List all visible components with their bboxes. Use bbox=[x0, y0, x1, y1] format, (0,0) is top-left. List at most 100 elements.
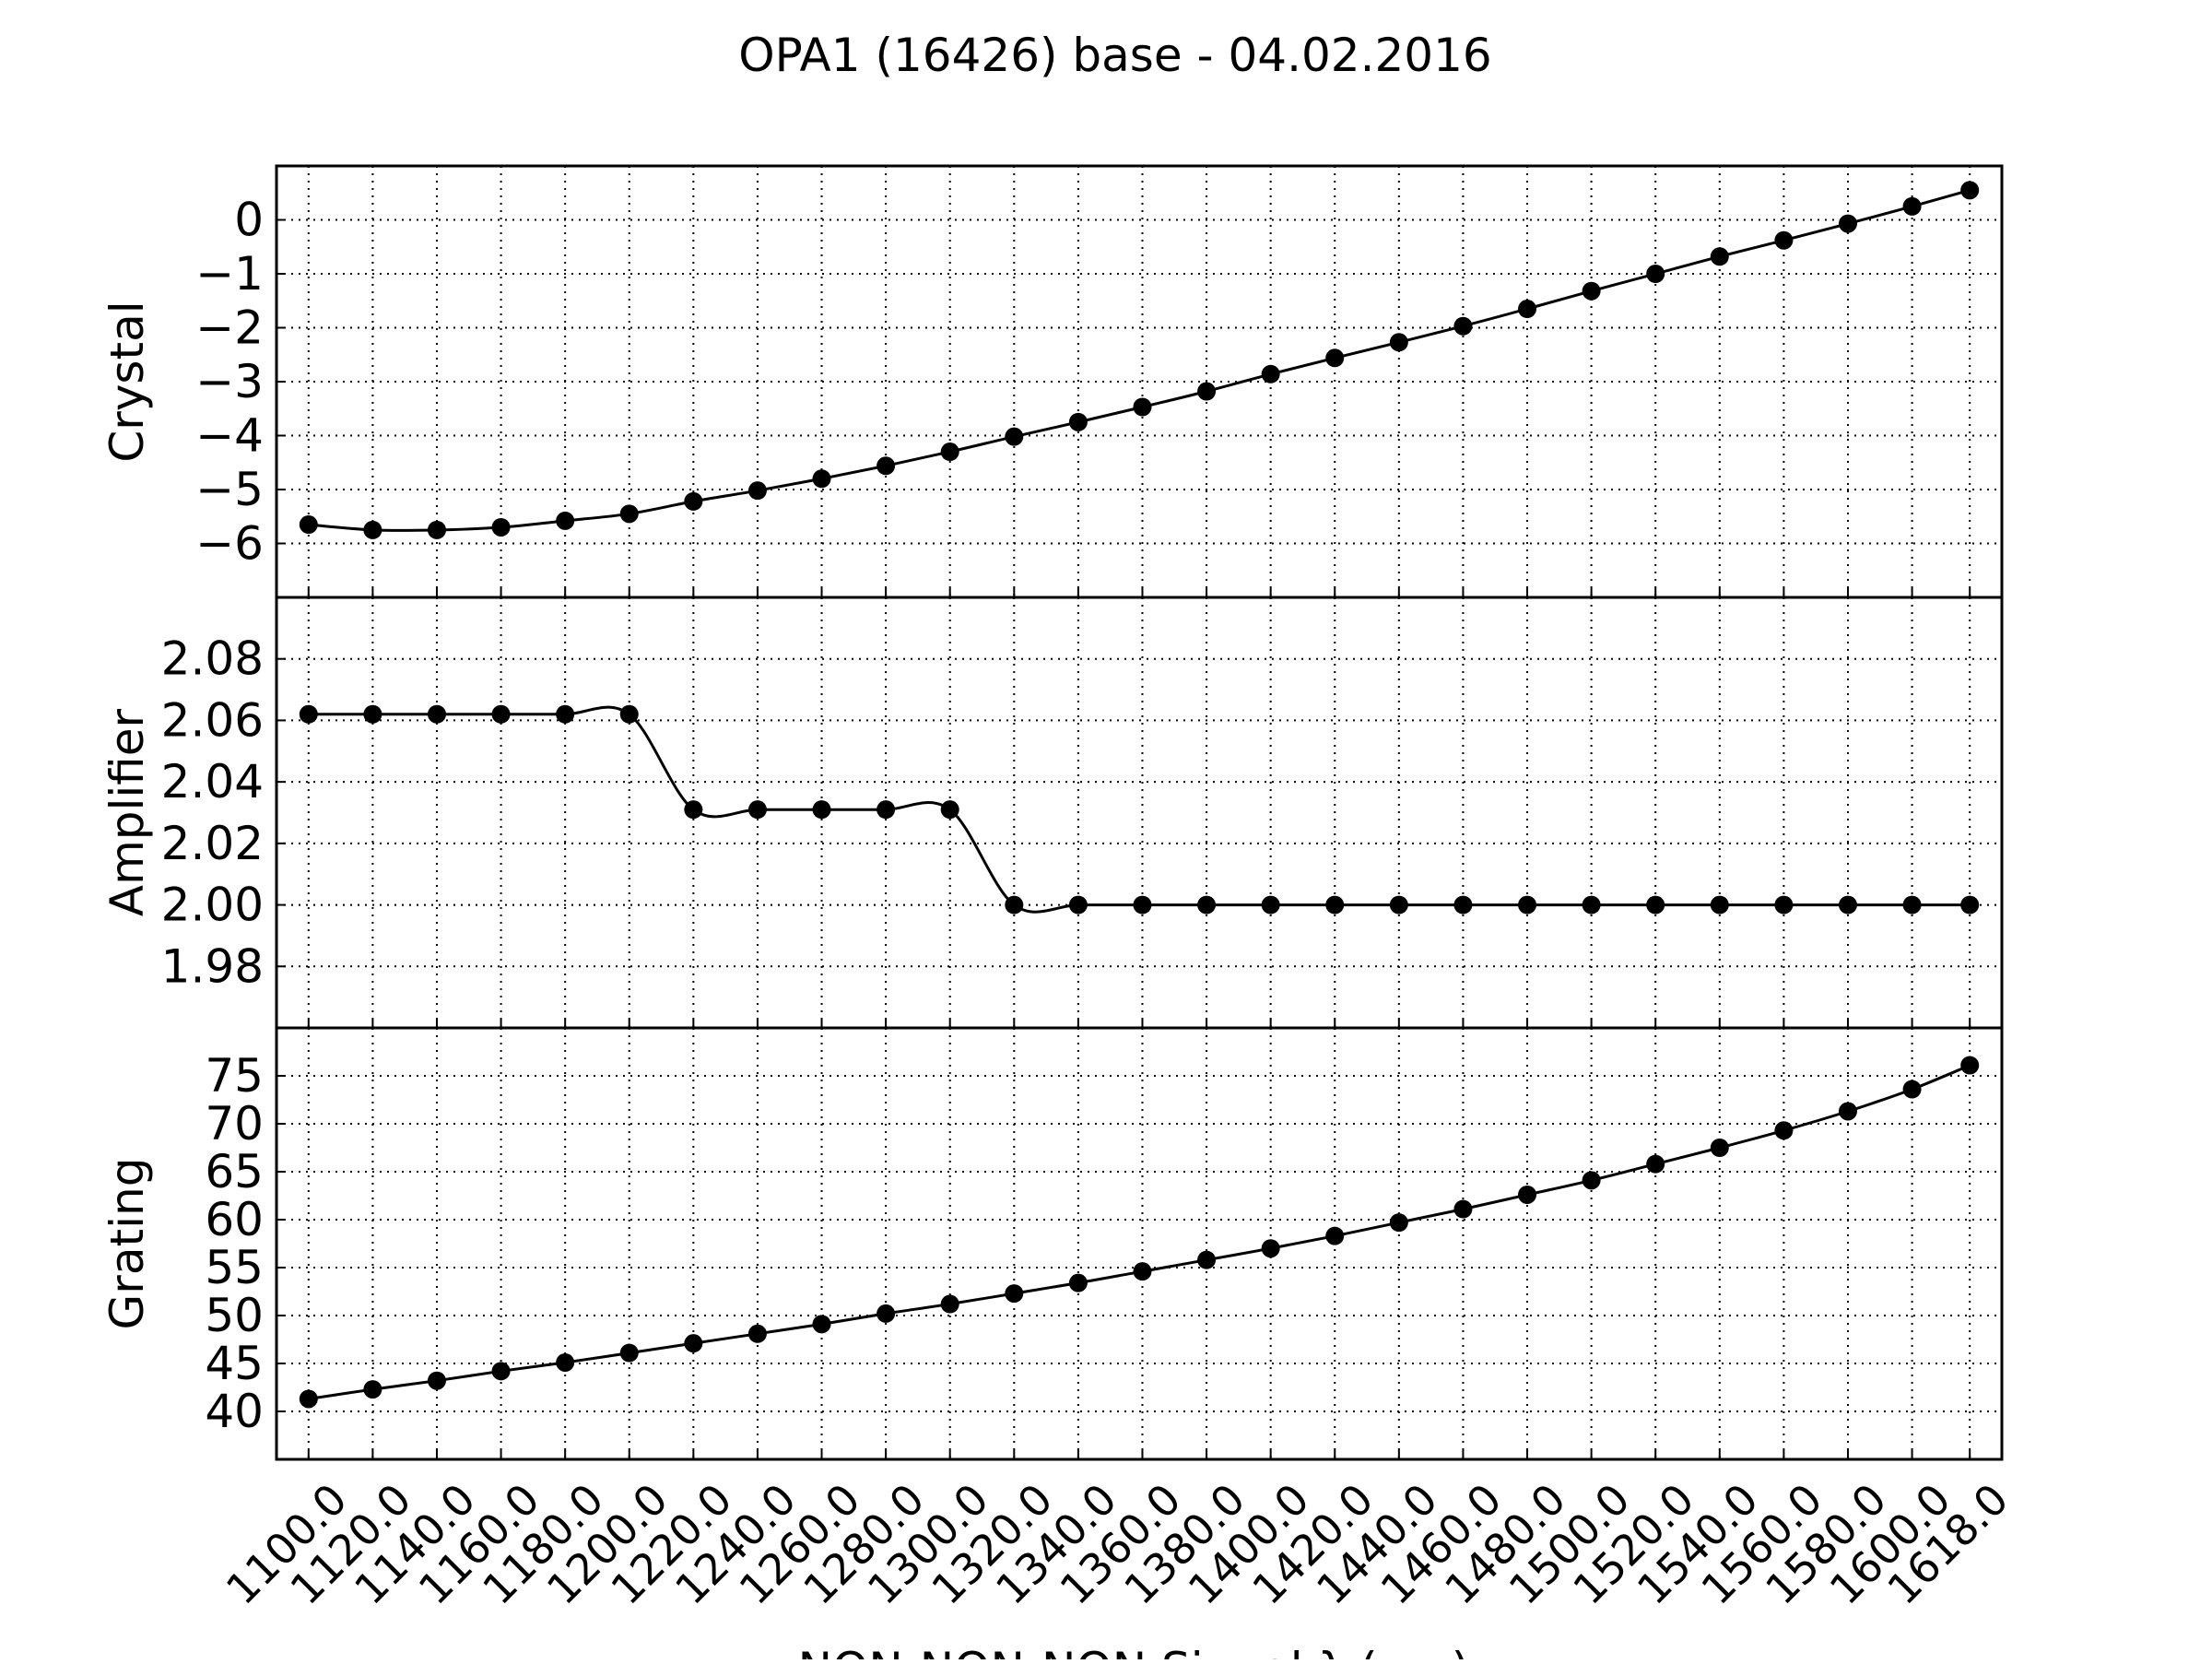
data-point bbox=[1005, 1284, 1024, 1304]
data-point bbox=[877, 800, 896, 820]
data-point bbox=[747, 1324, 767, 1343]
data-point bbox=[427, 704, 446, 724]
y-tick-label: −2 bbox=[195, 301, 264, 355]
data-point bbox=[363, 1380, 382, 1399]
x-tick-labels: 1100.01120.01140.01160.01180.01200.01220… bbox=[217, 1474, 2018, 1614]
data-point bbox=[619, 504, 639, 524]
y-axis-label: Amplifier bbox=[100, 708, 154, 916]
data-point bbox=[1389, 895, 1408, 915]
y-tick-label: 2.02 bbox=[161, 817, 264, 870]
data-point bbox=[1582, 281, 1601, 301]
data-point bbox=[363, 704, 382, 724]
y-tick-label: 2.06 bbox=[161, 693, 264, 747]
data-point bbox=[1646, 1154, 1665, 1174]
y-tick-label: 60 bbox=[205, 1193, 264, 1246]
data-point bbox=[1838, 214, 1857, 233]
data-point bbox=[1774, 1121, 1794, 1140]
y-tick-label: −3 bbox=[195, 355, 264, 408]
data-point bbox=[1068, 412, 1088, 431]
data-point bbox=[1389, 1213, 1408, 1233]
y-tick-label: 1.98 bbox=[161, 939, 264, 993]
data-point bbox=[877, 1304, 896, 1323]
data-point bbox=[1068, 1273, 1088, 1292]
data-point bbox=[1838, 1102, 1857, 1121]
data-point bbox=[812, 469, 831, 489]
series-line bbox=[308, 1064, 1971, 1400]
data-point bbox=[1325, 895, 1345, 915]
y-tick-label: 75 bbox=[205, 1049, 264, 1103]
data-point bbox=[1261, 364, 1280, 384]
data-point bbox=[299, 704, 318, 724]
data-point bbox=[747, 481, 767, 501]
data-point bbox=[1710, 895, 1729, 915]
y-tick-label: −5 bbox=[195, 463, 264, 516]
data-point bbox=[1133, 397, 1152, 417]
y-tick-label: −6 bbox=[195, 517, 264, 571]
data-point bbox=[1197, 895, 1217, 915]
data-point bbox=[1646, 265, 1665, 283]
data-point bbox=[877, 456, 896, 476]
data-point bbox=[1261, 1239, 1280, 1258]
data-point bbox=[1582, 1171, 1601, 1190]
subplot-crystal: 0−1−2−3−4−5−6 Crystal bbox=[100, 164, 2004, 599]
data-point bbox=[1518, 1185, 1537, 1204]
data-point bbox=[299, 515, 318, 535]
data-point bbox=[427, 520, 446, 539]
data-point bbox=[1838, 895, 1857, 915]
data-point bbox=[1518, 300, 1537, 319]
data-point bbox=[940, 800, 959, 820]
subplot-frame bbox=[275, 1026, 2004, 1461]
data-point bbox=[1774, 895, 1794, 915]
data-point bbox=[1902, 895, 1922, 915]
data-point bbox=[1902, 196, 1922, 216]
data-point bbox=[1646, 895, 1665, 915]
y-tick-label: 70 bbox=[205, 1097, 264, 1151]
data-point bbox=[1774, 230, 1794, 250]
data-point bbox=[363, 520, 382, 539]
data-point bbox=[1133, 1262, 1152, 1281]
data-point bbox=[1197, 1250, 1217, 1269]
data-point bbox=[491, 517, 511, 537]
data-point bbox=[940, 443, 959, 462]
x-axis-label: NON-NON-NON Signal λ (nm) bbox=[798, 1643, 1470, 1659]
data-point bbox=[1518, 895, 1537, 915]
data-point bbox=[1389, 333, 1408, 352]
y-axis-label: Grating bbox=[100, 1158, 154, 1330]
data-point bbox=[1005, 427, 1024, 446]
series-line bbox=[308, 705, 1971, 914]
subplot-frame bbox=[275, 596, 2004, 1030]
data-point bbox=[1902, 1080, 1922, 1099]
data-point bbox=[684, 1334, 703, 1353]
data-point bbox=[812, 800, 831, 820]
y-tick-label: 2.00 bbox=[161, 879, 264, 932]
data-point bbox=[1261, 895, 1280, 915]
data-point bbox=[1453, 316, 1473, 336]
data-point bbox=[684, 800, 703, 820]
y-tick-label: 40 bbox=[205, 1385, 264, 1438]
data-point bbox=[1960, 895, 1980, 915]
series-line bbox=[308, 188, 1971, 532]
y-tick-label: 2.08 bbox=[161, 632, 264, 686]
data-point bbox=[427, 1371, 446, 1390]
data-point bbox=[299, 1389, 318, 1409]
data-point bbox=[556, 704, 575, 724]
data-point bbox=[684, 491, 703, 511]
y-tick-label: 65 bbox=[205, 1145, 264, 1198]
data-point bbox=[1960, 1056, 1980, 1075]
data-point bbox=[556, 1352, 575, 1372]
data-point bbox=[1325, 348, 1345, 368]
y-tick-label: 2.04 bbox=[161, 755, 264, 808]
y-tick-label: 50 bbox=[205, 1289, 264, 1342]
data-point bbox=[556, 511, 575, 530]
data-point bbox=[619, 1343, 639, 1363]
data-point bbox=[747, 800, 767, 820]
data-point bbox=[1710, 247, 1729, 266]
y-tick-label: 55 bbox=[205, 1241, 264, 1294]
y-tick-label: 0 bbox=[234, 194, 264, 247]
y-tick-label: −1 bbox=[195, 247, 264, 301]
data-point bbox=[1710, 1139, 1729, 1157]
data-point bbox=[1453, 1199, 1473, 1219]
